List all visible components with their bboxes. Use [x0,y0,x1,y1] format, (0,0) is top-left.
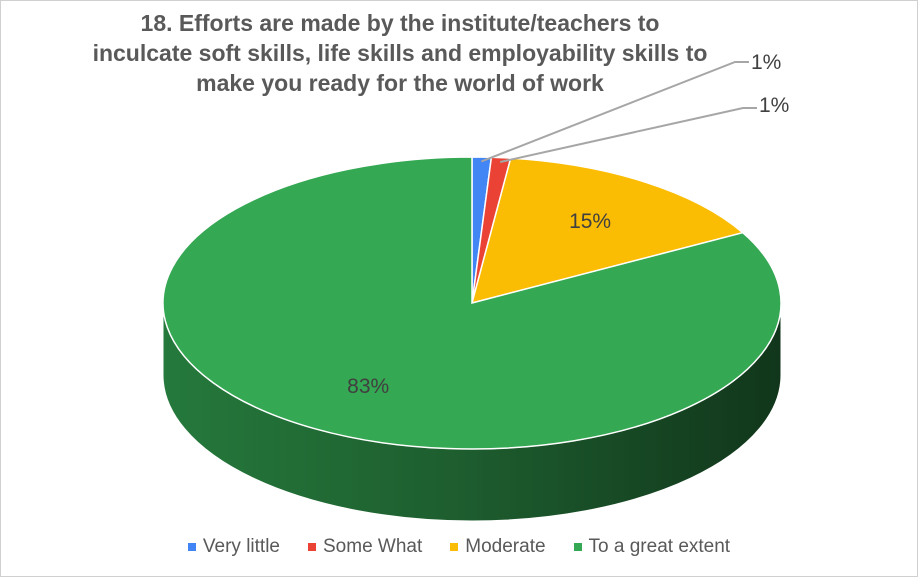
legend-label-great-extent: To a great extent [588,536,731,557]
legend: Very little Some What Moderate To a grea… [0,536,918,558]
legend-item-very-little: Very little [187,536,280,558]
data-label-very-little: 1% [751,51,781,74]
legend-item-some-what: Some What [308,536,422,558]
chart-title-line-3: make you ready for the world of work [196,70,604,96]
data-label-some-what: 1% [759,94,789,117]
pie-slice-moderate [470,157,745,305]
leader-line-some-what [499,107,757,163]
leader-line-very-little [481,61,749,163]
legend-swatch-moderate [450,543,459,551]
chart-title: 18. Efforts are made by the institute/te… [0,8,800,98]
legend-swatch-some-what [308,543,316,551]
legend-item-great-extent: To a great extent [573,536,731,558]
chart-title-line-1: 18. Efforts are made by the institute/te… [140,10,660,36]
chart-title-line-2: inculcate soft skills, life skills and e… [92,40,708,66]
data-label-to-a-great-extent: 83% [347,375,389,398]
legend-swatch-very-little [187,543,196,551]
pie-slice-to-a-great-extent [162,156,782,450]
legend-label-some-what: Some What [323,536,423,557]
legend-item-moderate: Moderate [450,536,546,558]
legend-swatch-great-extent [573,543,582,551]
legend-label-moderate: Moderate [465,536,546,557]
legend-label-very-little: Very little [202,536,280,557]
data-label-moderate: 15% [569,210,611,233]
